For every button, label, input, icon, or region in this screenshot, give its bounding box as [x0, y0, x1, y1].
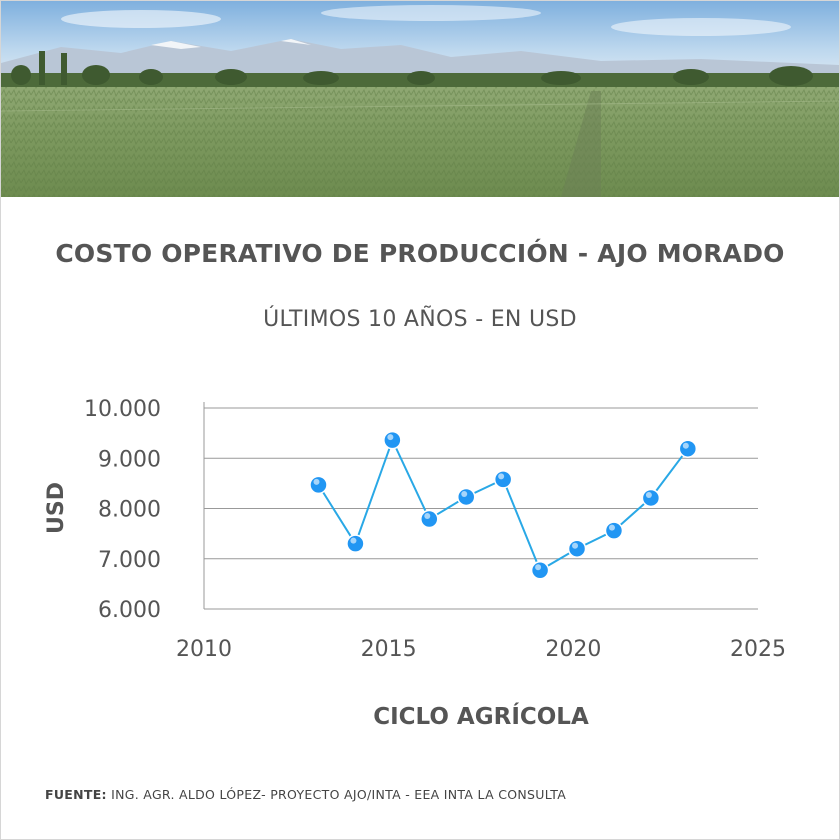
- y-tick-labels: 10.000 9.000 8.000 7.000 6.000: [84, 397, 161, 623]
- chart-subtitle: ÚLTIMOS 10 AÑOS - EN USD: [263, 307, 577, 332]
- x-tick-labels: 2010 2015 2020 2025: [176, 637, 786, 662]
- y-axis-label: USD: [44, 482, 69, 534]
- data-point: [678, 439, 698, 458]
- data-point-highlight: [572, 542, 579, 549]
- data-point-highlight: [498, 473, 505, 480]
- grid-lines: [203, 402, 758, 610]
- x-tick-label: 2025: [730, 637, 786, 662]
- y-tick-label: 6.000: [98, 598, 161, 623]
- garlic-field-photo: [1, 1, 839, 197]
- y-tick-label: 10.000: [84, 397, 161, 422]
- data-point-highlight: [608, 524, 615, 531]
- data-point: [604, 521, 624, 540]
- data-point-highlight: [682, 442, 689, 449]
- data-point: [493, 470, 513, 489]
- source-note: FUENTE: ING. AGR. ALDO LÓPEZ- PROYECTO A…: [45, 787, 566, 802]
- x-tick-label: 2020: [545, 637, 601, 662]
- data-point: [567, 539, 587, 558]
- source-text: ING. AGR. ALDO LÓPEZ- PROYECTO AJO/INTA …: [111, 787, 567, 802]
- series-line: [317, 437, 689, 572]
- data-point: [309, 475, 328, 495]
- data-point: [641, 488, 661, 508]
- data-point: [383, 430, 402, 450]
- data-point-highlight: [313, 478, 320, 485]
- data-point: [420, 509, 439, 529]
- data-point-highlight: [387, 434, 394, 441]
- y-tick-label: 8.000: [98, 498, 161, 523]
- data-point: [456, 487, 476, 507]
- data-point-highlight: [535, 564, 542, 571]
- data-point-highlight: [461, 490, 468, 497]
- data-point: [530, 561, 550, 580]
- data-point-highlight: [350, 537, 357, 544]
- y-tick-label: 9.000: [98, 447, 161, 472]
- data-points: [309, 430, 698, 580]
- y-tick-label: 7.000: [98, 548, 161, 573]
- x-tick-label: 2010: [176, 637, 232, 662]
- x-tick-label: 2015: [361, 637, 417, 662]
- x-axis-label: CICLO AGRÍCOLA: [373, 702, 589, 730]
- data-point-highlight: [645, 491, 652, 498]
- data-point-highlight: [424, 513, 431, 520]
- source-label: FUENTE:: [45, 787, 107, 802]
- chart-title: COSTO OPERATIVO DE PRODUCCIÓN - AJO MORA…: [55, 239, 785, 268]
- data-point: [346, 534, 365, 553]
